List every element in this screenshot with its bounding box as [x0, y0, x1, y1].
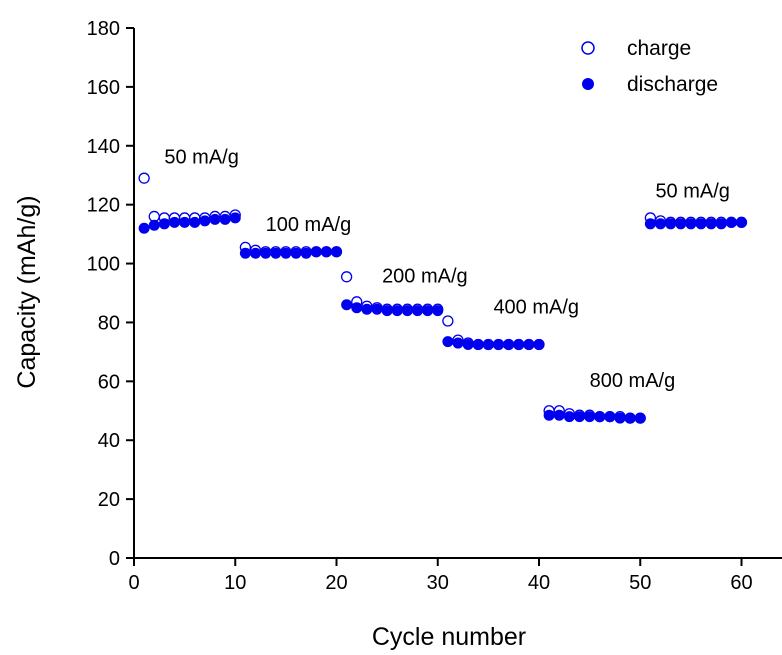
rate-annotations: 50 mA/g 100 mA/g 200 mA/g 400 mA/g 800 mA/g 5…	[164, 146, 730, 392]
discharge-point	[412, 305, 423, 317]
discharge-point	[594, 411, 606, 423]
legend: charge discharge	[581, 37, 718, 96]
discharge-point	[401, 305, 413, 317]
x-tick-label: 10	[224, 572, 246, 594]
y-tick-label: 100	[87, 254, 120, 276]
legend-charge-marker	[581, 41, 595, 55]
legend-label: charge	[627, 37, 691, 60]
discharge-point	[482, 339, 494, 351]
y-axis-title: Capacity (mAh/g)	[13, 195, 41, 388]
y-tick-label: 40	[98, 430, 120, 452]
rate-label: 50 mA/g	[655, 180, 729, 202]
discharge-point	[199, 215, 211, 227]
discharge-point	[533, 339, 545, 351]
charge-point	[340, 271, 353, 283]
y-tick-label: 20	[98, 489, 120, 511]
charge-point	[442, 315, 454, 327]
discharge-point	[239, 247, 251, 259]
legend-label: discharge	[627, 73, 718, 96]
discharge-point	[634, 412, 646, 424]
discharge-point	[624, 412, 636, 424]
x-tick-label: 30	[427, 572, 449, 594]
discharge-point	[442, 336, 454, 348]
axes	[133, 28, 782, 559]
rate-label: 100 mA/g	[266, 214, 352, 236]
discharge-point	[391, 305, 403, 317]
discharge-point	[695, 218, 707, 230]
discharge-point	[280, 247, 292, 259]
discharge-point	[503, 339, 515, 351]
rate-label: 50 mA/g	[164, 146, 238, 168]
discharge-point	[553, 409, 565, 421]
discharge-point	[574, 411, 585, 423]
x-tick-label: 0	[128, 572, 139, 594]
discharge-point	[351, 302, 363, 314]
discharge-point	[523, 339, 535, 351]
discharge-point	[563, 411, 575, 423]
discharge-point	[320, 246, 332, 258]
discharge-point	[736, 216, 747, 228]
discharge-point	[209, 213, 221, 225]
discharge-point	[290, 247, 302, 259]
discharge-point	[452, 337, 464, 349]
discharge-point	[219, 213, 231, 225]
discharge-point	[158, 218, 170, 230]
discharge-point	[665, 218, 677, 230]
discharge-point	[472, 339, 484, 351]
discharge-point	[331, 246, 342, 258]
discharge-point	[584, 411, 596, 423]
y-tick-label: 0	[109, 548, 120, 570]
discharge-point	[179, 216, 191, 228]
discharge-point	[493, 339, 504, 351]
discharge-point	[644, 218, 656, 230]
discharge-point	[229, 212, 241, 224]
x-tick-label: 40	[528, 572, 550, 594]
rate-label: 200 mA/g	[382, 266, 468, 288]
discharge-point	[513, 339, 525, 351]
charge-point	[138, 172, 150, 184]
y-tick-label: 80	[98, 312, 120, 334]
discharge-point	[260, 247, 272, 259]
discharge-point	[725, 216, 737, 228]
discharge-point	[189, 216, 201, 228]
y-tick-label: 160	[87, 77, 120, 99]
discharge-point	[543, 409, 555, 421]
x-tick-label: 60	[730, 572, 752, 594]
discharge-point	[250, 247, 261, 259]
data-points	[138, 172, 748, 424]
rate-label: 400 mA/g	[493, 297, 579, 319]
y-tick-label: 180	[87, 18, 120, 40]
y-tick-label: 120	[87, 195, 120, 217]
discharge-point	[715, 218, 727, 230]
discharge-point	[138, 222, 150, 234]
discharge-point	[148, 219, 160, 231]
discharge-point	[270, 247, 282, 259]
discharge-point	[462, 339, 474, 351]
discharge-point	[705, 218, 717, 230]
y-tick-label: 60	[98, 371, 120, 393]
rate-label: 800 mA/g	[590, 370, 676, 392]
discharge-point	[341, 299, 353, 311]
discharge-point	[685, 218, 697, 230]
legend-discharge-marker	[582, 78, 594, 90]
discharge-point	[371, 303, 383, 315]
discharge-point	[675, 218, 687, 230]
y-tick-label: 140	[87, 136, 120, 158]
discharge-point	[432, 305, 444, 317]
discharge-point	[655, 218, 666, 230]
discharge-point	[381, 305, 393, 317]
x-axis-title: Cycle number	[372, 623, 526, 651]
x-tick-label: 20	[325, 572, 347, 594]
discharge-point	[422, 305, 434, 317]
discharge-point	[361, 303, 373, 315]
discharge-point	[604, 411, 616, 423]
discharge-point	[614, 412, 626, 424]
discharge-point	[300, 247, 312, 259]
discharge-point	[169, 216, 180, 228]
x-tick-label: 50	[629, 572, 651, 594]
axis-ticks: 0 10 20 30 40 50 60 0 20 40 60 80 100 120 140 160 180	[87, 18, 753, 594]
discharge-series	[138, 212, 747, 424]
discharge-point	[310, 246, 322, 258]
